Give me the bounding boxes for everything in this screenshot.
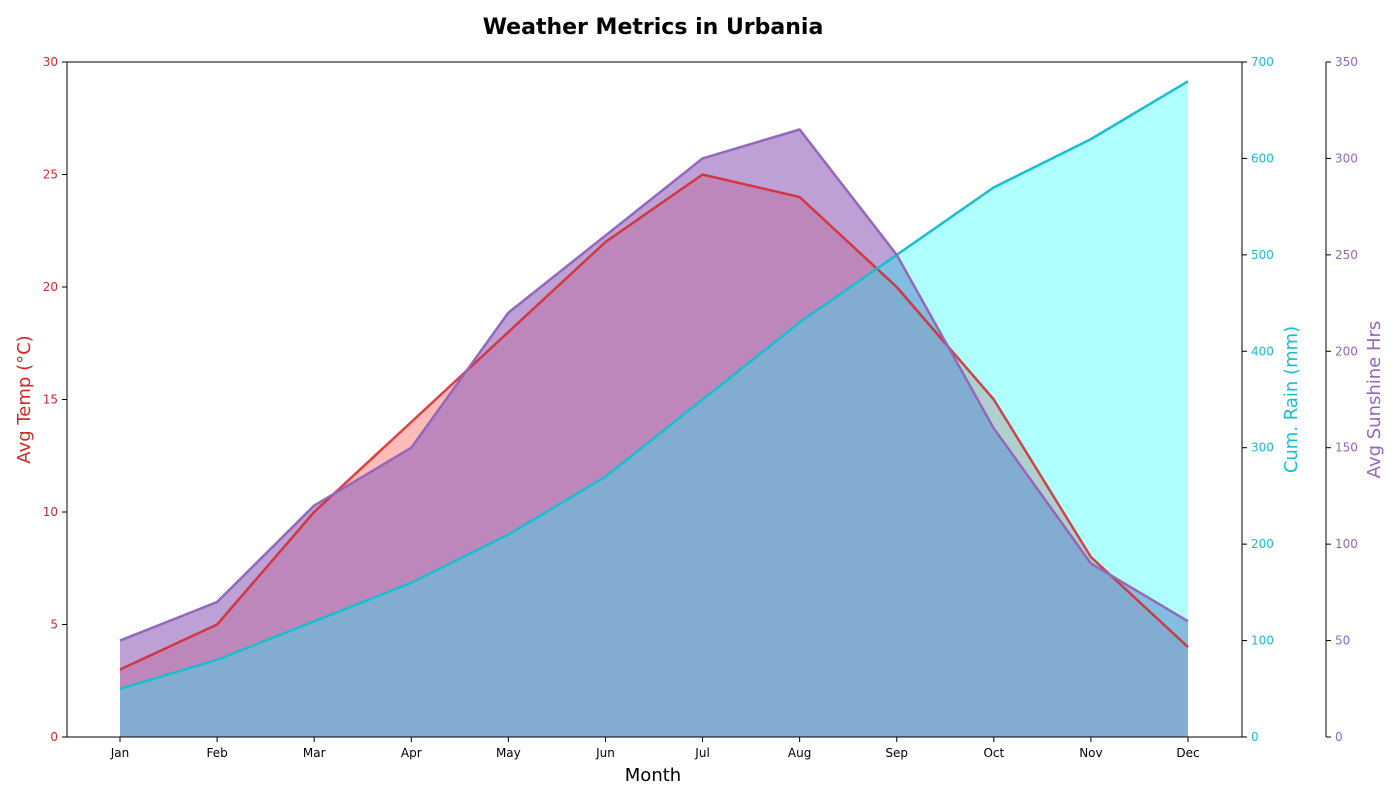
axes: Jan Feb Mar Apr May Jun Jul Aug Sep Oct Nov Dec 0 5 10… [14, 55, 1385, 760]
area-fill-2 [120, 129, 1188, 737]
x-tick-label: Sep [885, 746, 908, 760]
area-fill-1 [120, 81, 1188, 738]
y-tick-label: 20 [43, 280, 58, 294]
x-tick-label: Jul [694, 746, 709, 760]
x-axis-label: Month [625, 765, 681, 786]
y-axis-label: Avg Temp (°C) [14, 335, 35, 463]
y-tick-label: 0 [1251, 730, 1259, 744]
y-tick-label: 100 [1335, 537, 1358, 551]
x-tick-label: Oct [983, 746, 1004, 760]
y-tick-label: 0 [50, 730, 58, 744]
x-tick-label: Nov [1079, 746, 1102, 760]
x-tick-label: Apr [401, 746, 422, 760]
x-tick-label: Feb [206, 746, 227, 760]
y-tick-label: 300 [1335, 151, 1358, 165]
y-tick-label: 700 [1251, 55, 1274, 69]
y-tick-label: 200 [1251, 537, 1274, 551]
y-tick-label: 500 [1251, 248, 1274, 262]
series-lines [119, 80, 1189, 690]
area-fills [120, 81, 1188, 738]
x-tick-label: Aug [788, 746, 811, 760]
y-axis-label: Avg Sunshine Hrs [1364, 321, 1385, 479]
y-tick-label: 350 [1335, 55, 1358, 69]
y-tick-label: 250 [1335, 248, 1358, 262]
series-line-1 [119, 80, 1189, 690]
y-tick-label: 50 [1335, 634, 1350, 648]
y-tick-label: 300 [1251, 441, 1274, 455]
y-tick-label: 30 [43, 55, 58, 69]
y-tick-label: 600 [1251, 151, 1274, 165]
y-tick-label: 10 [43, 505, 58, 519]
y-tick-label: 100 [1251, 634, 1274, 648]
x-tick-label: Jun [595, 746, 615, 760]
x-tick-label: May [496, 746, 521, 760]
chart-title: Weather Metrics in Urbania [483, 15, 824, 40]
series-line-0 [119, 173, 1189, 671]
y-tick-label: 5 [50, 618, 58, 632]
x-tick-label: Mar [303, 746, 326, 760]
x-tick-label: Dec [1176, 746, 1199, 760]
y-tick-label: 0 [1335, 730, 1343, 744]
x-tick-label: Jan [110, 746, 130, 760]
series-line-2 [119, 128, 1189, 642]
y-tick-label: 25 [43, 168, 58, 182]
y-axis-label: Cum. Rain (mm) [1281, 326, 1302, 473]
y-tick-label: 150 [1335, 441, 1358, 455]
y-tick-label: 15 [43, 393, 58, 407]
y-tick-label: 200 [1335, 344, 1358, 358]
y-tick-label: 400 [1251, 344, 1274, 358]
